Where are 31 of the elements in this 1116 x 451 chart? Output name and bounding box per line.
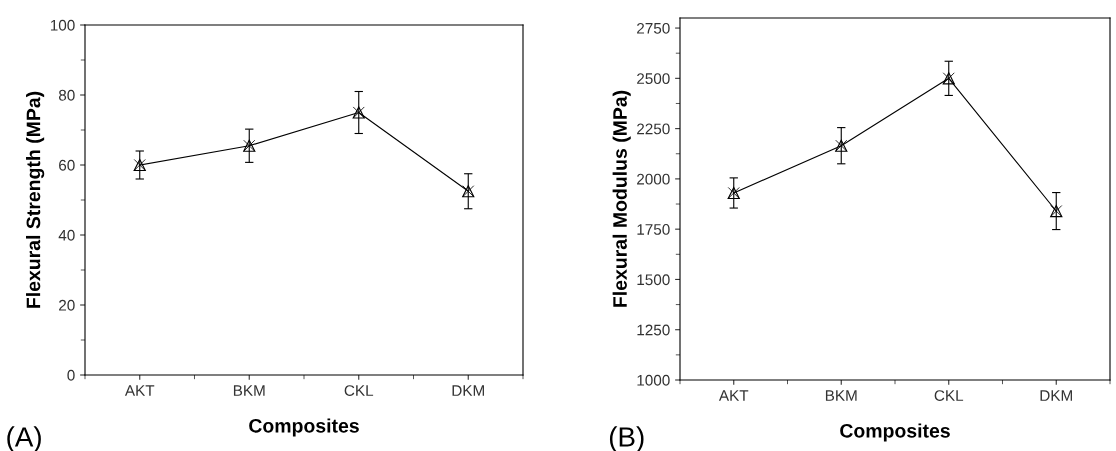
y-tick-label: 0 xyxy=(67,369,75,381)
x-axis-title: Composites xyxy=(840,423,950,442)
point xyxy=(835,139,848,152)
x-tick-label: CKL xyxy=(934,390,964,401)
x-axis-title: Composites xyxy=(249,418,359,437)
y-tick-label: 2000 xyxy=(637,173,670,185)
y-axis-title: Flexural Modulus (MPa) xyxy=(612,90,631,307)
y-tick-label: 60 xyxy=(59,159,75,171)
y-tick-label: 2500 xyxy=(637,73,670,85)
y-tick-label: 1000 xyxy=(637,374,670,386)
y-tick-label: 80 xyxy=(58,89,75,101)
x-tick-label: AKT xyxy=(124,385,155,396)
y-tick-label: 1500 xyxy=(637,274,670,286)
x-tick-label: DKM xyxy=(452,385,484,396)
x-tick-label: BKM xyxy=(233,385,265,396)
y-tick-label: 100 xyxy=(50,19,75,31)
y-axis-title: Flexural Strength (MPa) xyxy=(26,91,45,308)
x-tick-label: DKM xyxy=(1040,390,1072,401)
point xyxy=(1050,204,1063,218)
y-tick-label: 2250 xyxy=(637,123,670,135)
y-tick-label: 1250 xyxy=(637,324,670,336)
x-tick-label: BKM xyxy=(825,390,857,401)
y-tick-label: 2750 xyxy=(637,22,670,34)
point xyxy=(462,185,475,198)
y-tick-label: 40 xyxy=(58,229,75,241)
y-tick-label: 20 xyxy=(59,299,75,311)
y-tick-label: 1750 xyxy=(637,224,670,235)
point xyxy=(727,186,740,200)
x-tick-label: AKT xyxy=(718,390,749,401)
x-tick-label: CKL xyxy=(344,385,374,396)
point xyxy=(243,139,256,152)
